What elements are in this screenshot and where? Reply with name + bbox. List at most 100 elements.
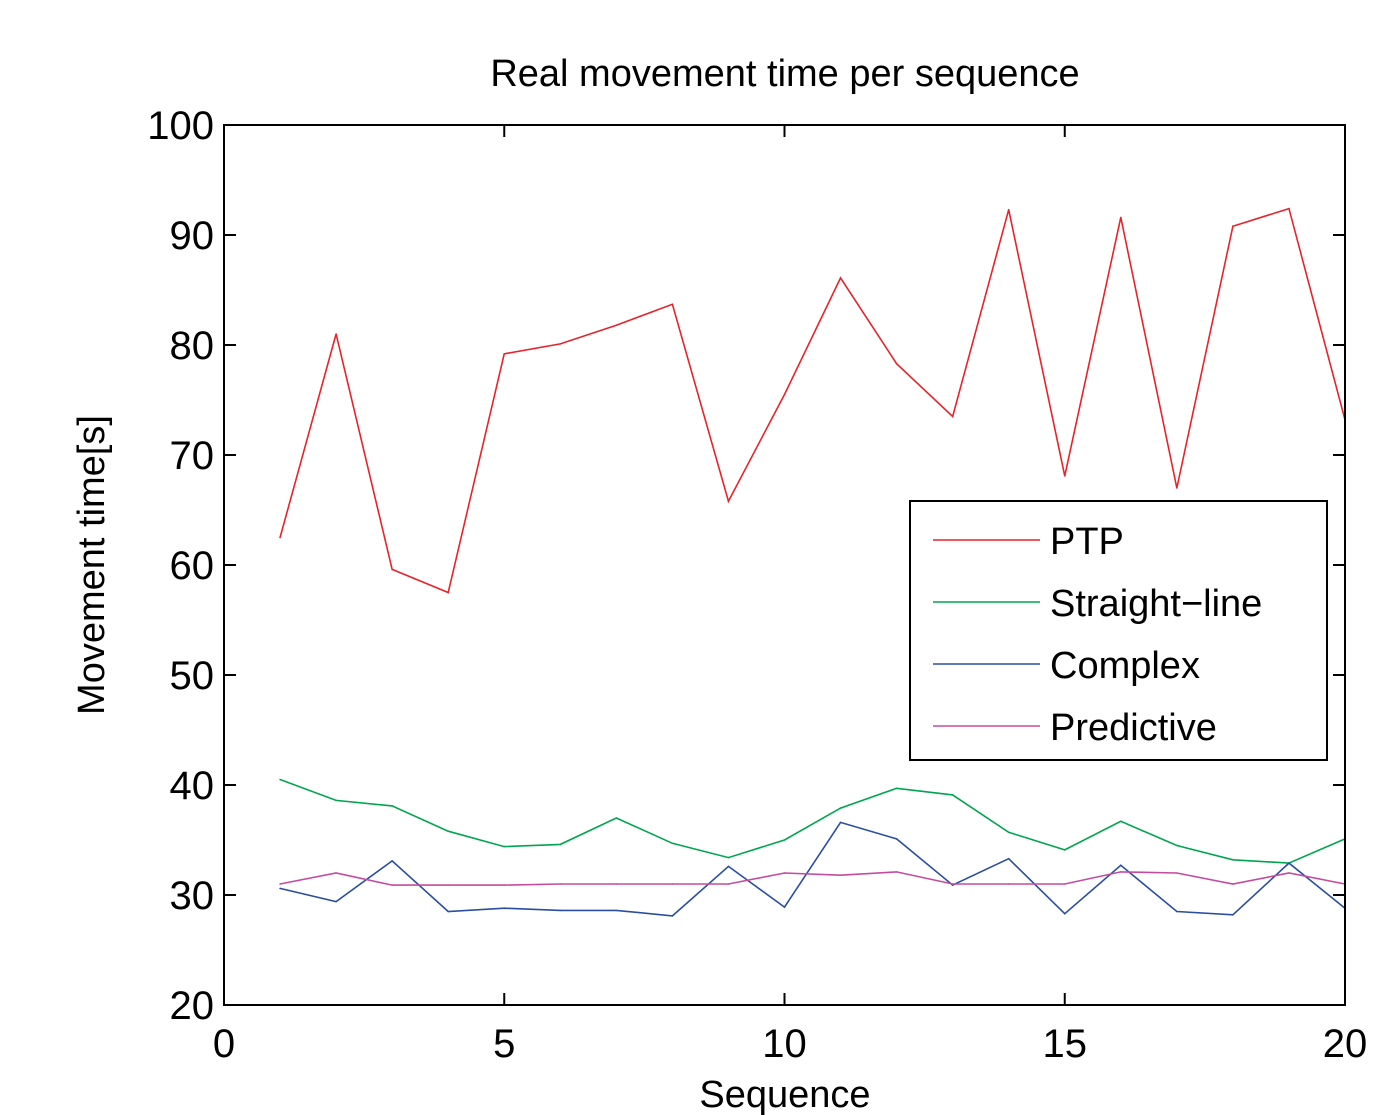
- legend-label-complex: Complex: [1050, 645, 1200, 687]
- data-point-ptp: [335, 333, 337, 335]
- data-point-complex: [1120, 864, 1122, 867]
- data-point-predictive: [335, 872, 337, 874]
- y-tick-label: 20: [170, 984, 215, 1028]
- data-point-straight-line: [671, 842, 674, 845]
- y-axis-label: Movement time[s]: [71, 415, 113, 715]
- data-point-straight-line: [839, 807, 842, 809]
- data-point-predictive: [1120, 871, 1122, 873]
- data-point-predictive: [1063, 883, 1066, 885]
- data-point-straight-line: [559, 843, 562, 846]
- data-point-predictive: [503, 884, 506, 886]
- data-point-complex: [391, 860, 393, 862]
- data-point-ptp: [391, 568, 393, 571]
- data-point-predictive: [391, 884, 393, 886]
- x-tick-label: 10: [762, 1022, 807, 1066]
- data-point-ptp: [1063, 475, 1066, 477]
- data-point-ptp: [1120, 216, 1122, 219]
- data-point-predictive: [671, 883, 674, 885]
- data-point-complex: [447, 910, 450, 913]
- data-point-straight-line: [727, 856, 730, 859]
- data-point-complex: [783, 906, 786, 908]
- y-tick-label: 60: [170, 544, 215, 588]
- data-point-ptp: [951, 415, 954, 418]
- data-point-straight-line: [615, 817, 618, 819]
- data-point-straight-line: [447, 830, 450, 832]
- y-tick-label: 40: [170, 764, 215, 808]
- legend-label-straight-line: Straight−line: [1050, 583, 1262, 625]
- data-point-straight-line: [335, 799, 337, 802]
- data-point-predictive: [1232, 883, 1234, 885]
- data-point-predictive: [783, 872, 786, 874]
- data-point-complex: [895, 838, 898, 840]
- data-point-predictive: [447, 884, 450, 886]
- data-point-complex: [335, 900, 337, 903]
- y-tick-label: 80: [170, 324, 215, 368]
- y-tick-label: 70: [170, 434, 215, 478]
- data-point-straight-line: [783, 839, 786, 841]
- data-point-complex: [671, 915, 674, 917]
- data-point-predictive: [1176, 872, 1178, 874]
- legend-label-ptp: PTP: [1050, 521, 1124, 563]
- series-line-ptp: [279, 207, 1346, 594]
- x-tick-label: 15: [1043, 1022, 1088, 1066]
- data-point-straight-line: [391, 805, 393, 807]
- data-point-ptp: [503, 353, 506, 355]
- legend: PTP Straight−line Complex Predictive: [909, 500, 1328, 761]
- data-point-complex: [1288, 862, 1290, 864]
- data-point-ptp: [1232, 225, 1234, 227]
- data-point-predictive: [279, 883, 281, 885]
- data-point-predictive: [951, 883, 954, 885]
- data-point-complex: [503, 907, 506, 909]
- data-point-ptp: [1288, 207, 1290, 210]
- chart-title: Real movement time per sequence: [490, 53, 1079, 95]
- series-line-predictive: [279, 871, 1346, 886]
- x-tick-label: 20: [1323, 1022, 1368, 1066]
- y-tick-label: 30: [170, 874, 215, 918]
- x-tick-label: 5: [493, 1022, 515, 1066]
- y-tick-label: 50: [170, 654, 215, 698]
- x-axis-label: Sequence: [699, 1074, 870, 1115]
- data-point-complex: [1176, 910, 1178, 913]
- data-point-straight-line: [1007, 831, 1010, 834]
- data-point-ptp: [279, 536, 281, 539]
- plot-frame: [223, 124, 1346, 1006]
- data-point-ptp: [1176, 487, 1178, 489]
- data-point-predictive: [895, 871, 898, 873]
- data-point-predictive: [1007, 883, 1010, 885]
- series-line-straight-line: [279, 778, 1346, 864]
- data-point-complex: [1007, 857, 1010, 860]
- data-point-straight-line: [951, 794, 954, 796]
- data-point-ptp: [727, 500, 730, 503]
- data-point-complex: [1063, 912, 1066, 915]
- data-point-ptp: [447, 591, 450, 594]
- data-point-straight-line: [503, 845, 506, 848]
- series-layer: [279, 207, 1346, 917]
- data-point-ptp: [615, 324, 618, 327]
- data-point-straight-line: [1120, 820, 1122, 823]
- legend-label-predictive: Predictive: [1050, 707, 1217, 749]
- data-point-predictive: [839, 874, 842, 876]
- data-point-straight-line: [279, 778, 281, 781]
- data-point-predictive: [1288, 872, 1290, 874]
- data-point-ptp: [671, 303, 674, 306]
- y-tick-label: 90: [170, 214, 215, 258]
- data-point-straight-line: [1232, 859, 1234, 861]
- legend-box: [909, 500, 1328, 761]
- data-point-complex: [727, 865, 730, 868]
- data-point-complex: [615, 909, 618, 912]
- data-point-straight-line: [895, 787, 898, 790]
- data-point-straight-line: [1063, 849, 1066, 851]
- data-point-ptp: [559, 343, 562, 345]
- data-point-complex: [559, 909, 562, 912]
- data-point-complex: [279, 887, 281, 890]
- data-point-ptp: [1007, 208, 1010, 211]
- data-point-predictive: [727, 883, 730, 885]
- data-point-ptp: [783, 393, 786, 396]
- data-point-predictive: [615, 883, 618, 885]
- y-tick-label: 100: [147, 104, 214, 148]
- data-point-complex: [839, 821, 842, 824]
- data-point-ptp: [895, 362, 898, 365]
- tick-labels: 0 5 10 15 20 20 30 40 50 60 70 80 90 100: [147, 104, 1367, 1066]
- x-tick-label: 0: [213, 1022, 235, 1066]
